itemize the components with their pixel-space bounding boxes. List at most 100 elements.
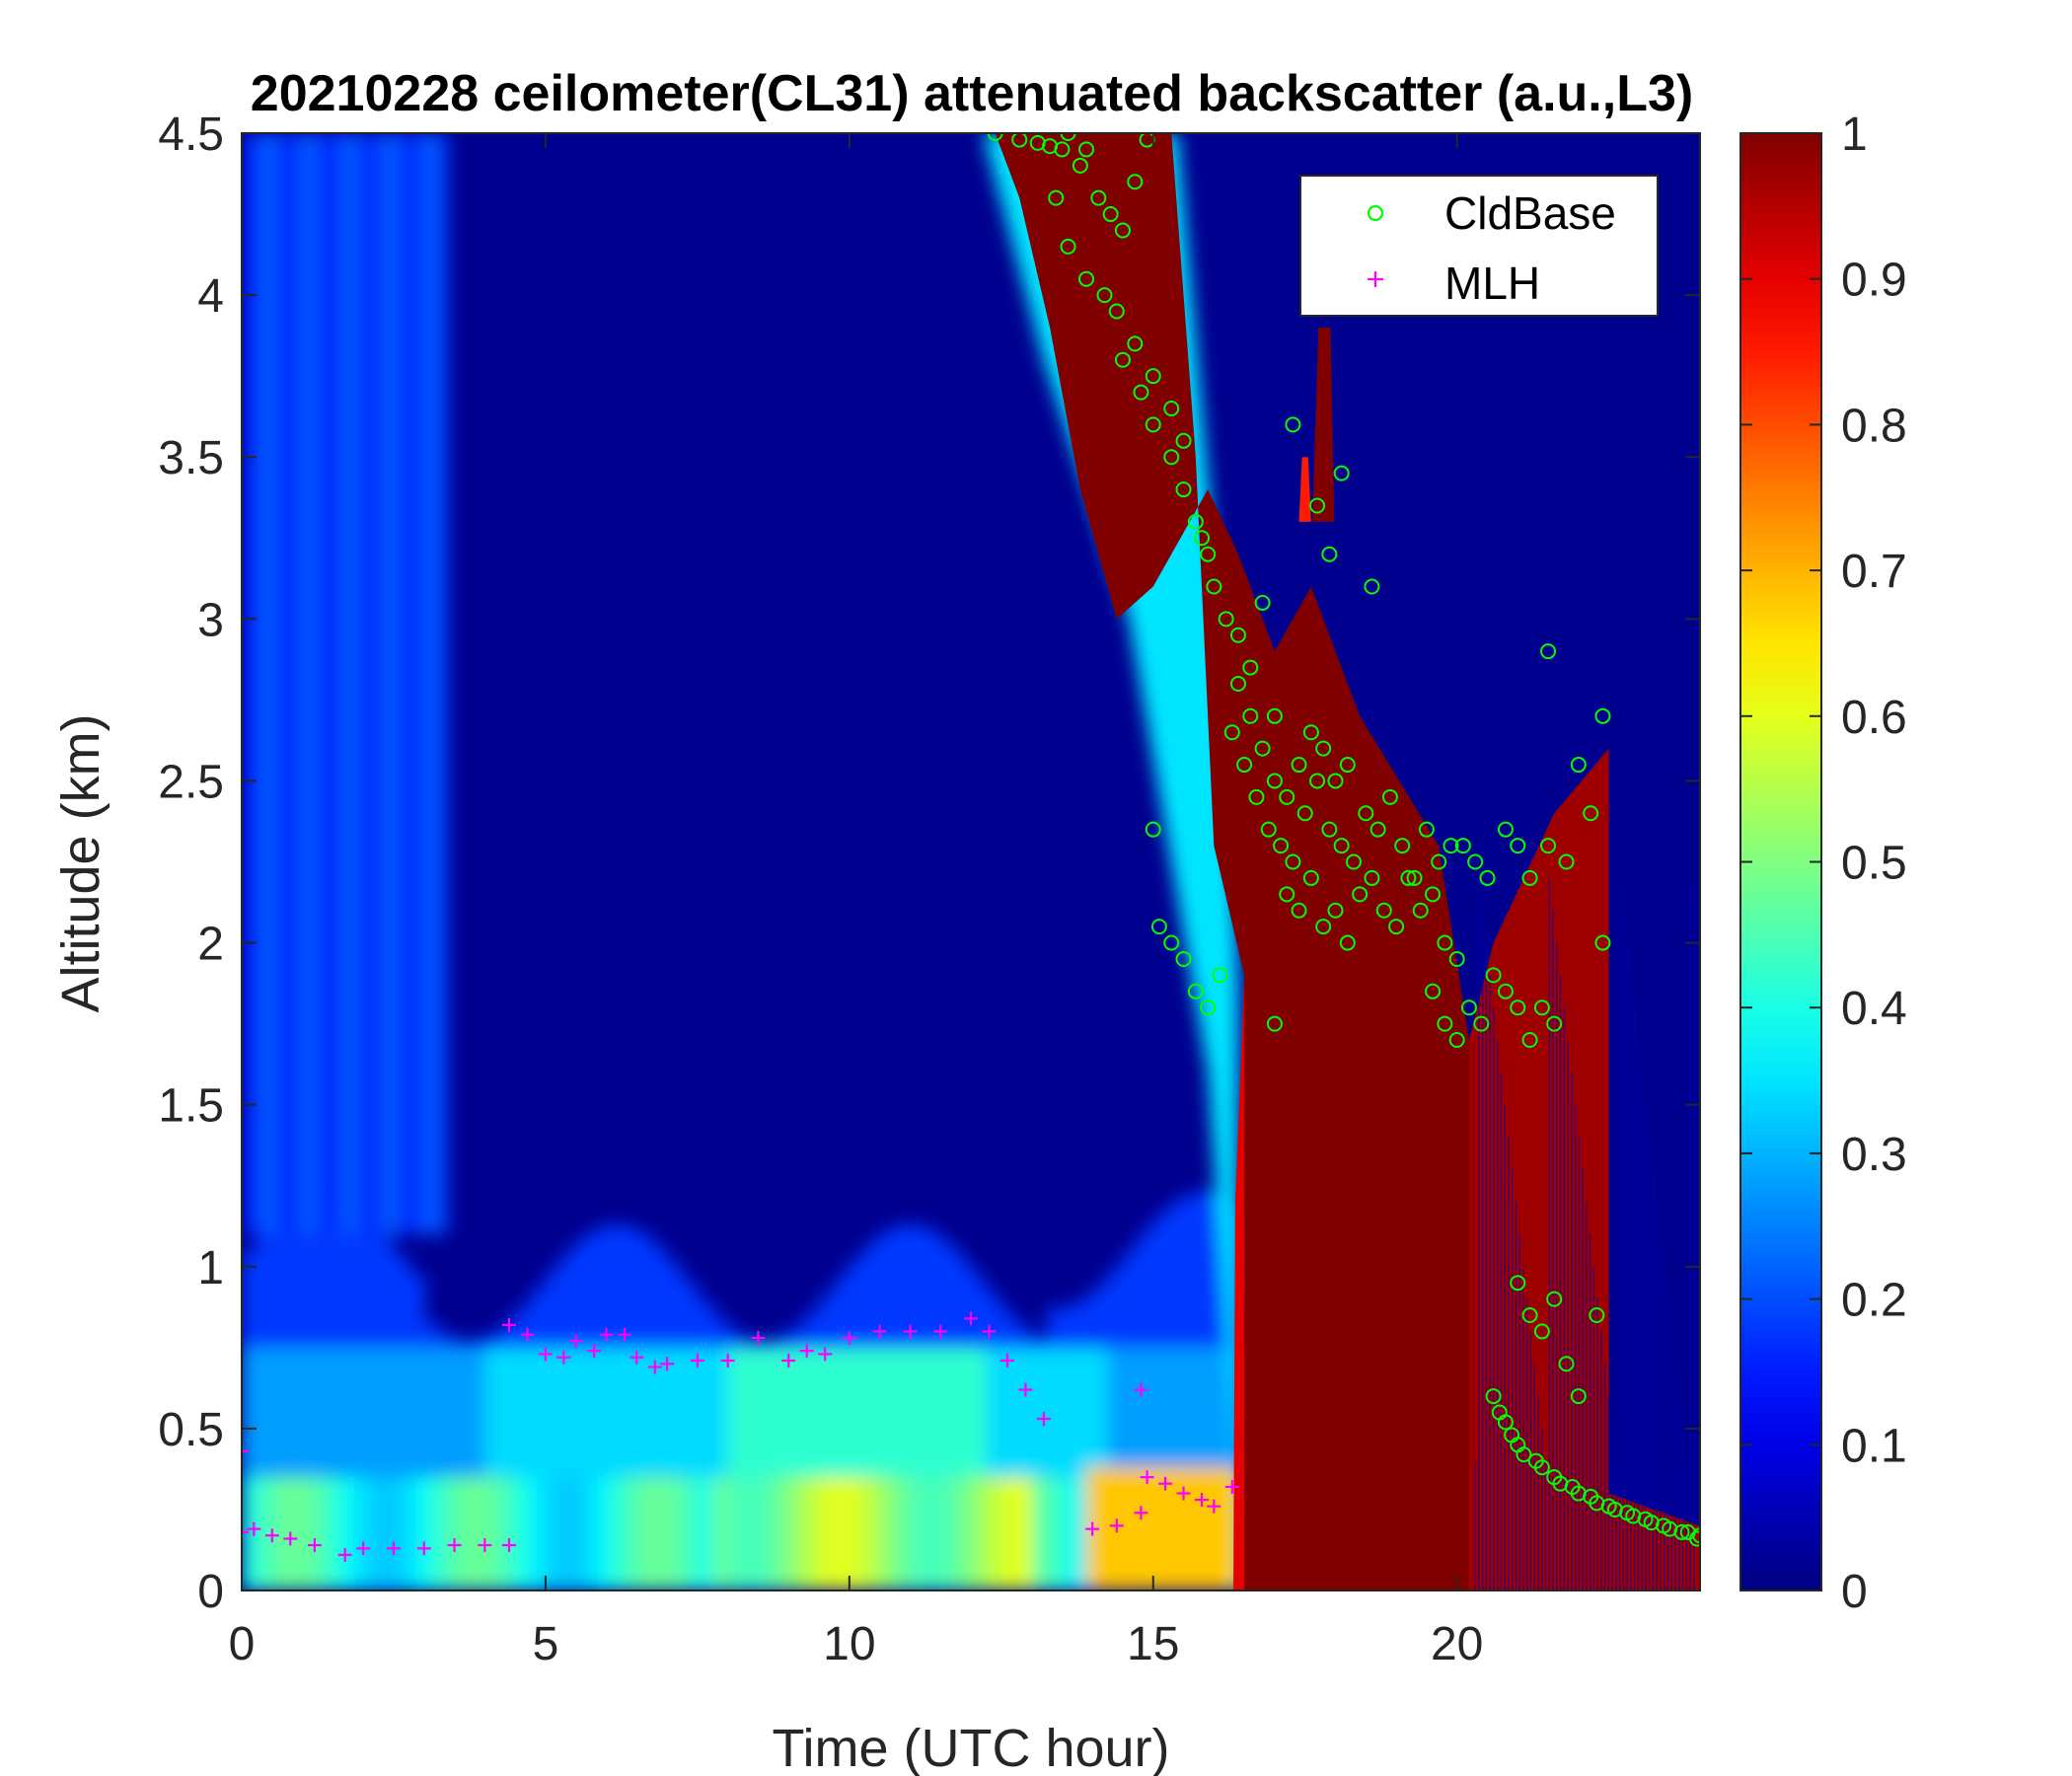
cldbase-point: [1692, 1527, 1700, 1544]
mlh-point: [647, 1360, 662, 1374]
field-cell: [651, 1247, 669, 1348]
cldbase-point: [1127, 174, 1144, 190]
field-cell: [849, 1347, 866, 1478]
field-cell: [940, 1347, 957, 1478]
field-cell: [400, 133, 412, 1234]
field-cell: [484, 1347, 501, 1478]
cldbase-point: [1364, 869, 1380, 886]
cldbase-point: [1546, 1015, 1563, 1032]
cldbase-point: [1048, 189, 1065, 206]
colorbar-tick-label: 0.1: [1841, 1420, 1907, 1472]
field-cell: [1122, 1250, 1140, 1348]
field-cell: [469, 1477, 486, 1591]
colorbar-gradient: [1739, 132, 1822, 1591]
cldbase-point: [1327, 773, 1344, 789]
colorbar-tick-label: 0.8: [1841, 400, 1907, 452]
cldbase-point: [1443, 838, 1459, 854]
cldbase-point: [1527, 1452, 1544, 1469]
field-cell: [454, 1340, 471, 1348]
colorbar-tick-label: 0.9: [1841, 255, 1907, 307]
field-cell: [971, 1477, 988, 1591]
field-cell: [1152, 1347, 1170, 1478]
cldbase-point: [1589, 1307, 1605, 1324]
field-cell: [758, 1341, 775, 1348]
field-cell: [378, 1347, 395, 1478]
field-cell: [895, 1477, 912, 1591]
cldbase-point: [1218, 611, 1234, 628]
field-cell: [1000, 1312, 1018, 1348]
field-cell: [819, 1477, 836, 1591]
legend-mlh-marker: [1368, 271, 1383, 287]
field-cell: [925, 1347, 942, 1478]
field-cell: [545, 1477, 562, 1591]
cldbase-point: [1673, 1523, 1690, 1540]
field-cell: [667, 1347, 684, 1478]
cloud-body: [1233, 975, 1245, 1591]
cldbase-point: [1358, 805, 1374, 822]
x-tick-label: 10: [823, 1618, 875, 1670]
field-cell: [1138, 1347, 1154, 1478]
field-cell: [347, 1477, 365, 1591]
field-cell: [257, 1347, 273, 1478]
field-cell: [423, 133, 437, 1234]
field-cell: [1152, 1215, 1170, 1348]
y-tick-label: 0.5: [158, 1404, 224, 1456]
mlh-point: [1195, 1493, 1210, 1508]
field-cell: [1138, 1231, 1154, 1348]
field-cell: [682, 1477, 699, 1591]
field-cell: [1046, 1347, 1064, 1478]
legend-box: [1299, 175, 1659, 317]
field-cell: [834, 1347, 851, 1478]
mlh-point: [1140, 1470, 1154, 1485]
field-cell: [271, 1347, 289, 1478]
field-cell: [895, 1347, 912, 1478]
field-cell: [849, 1258, 866, 1348]
cldbase-point: [1369, 821, 1386, 838]
field-cell: [955, 1258, 972, 1348]
cldbase-point: [1394, 838, 1411, 854]
field-cell: [317, 1347, 334, 1478]
field-cell: [1168, 1202, 1185, 1348]
field-cell: [1031, 1337, 1048, 1348]
cldbase-point: [1102, 206, 1119, 223]
cldbase-point: [1583, 805, 1599, 822]
cldbase-point: [1460, 999, 1477, 1016]
cldbase-point: [1223, 724, 1240, 741]
mlh-point: [842, 1330, 856, 1345]
field-cell: [925, 1231, 942, 1348]
field-cell: [314, 133, 328, 1234]
field-cell: [560, 1252, 577, 1348]
cldbase-point: [1212, 967, 1228, 984]
field-cell: [682, 1283, 699, 1348]
cloud-body: [1298, 457, 1311, 522]
mlh-point: [242, 1524, 249, 1539]
field-cell: [773, 1337, 790, 1348]
colorbar-tick-label: 0.7: [1841, 546, 1907, 598]
field-cell: [1198, 1192, 1216, 1348]
field-cell: [803, 1347, 821, 1478]
cldbase-point: [1339, 934, 1356, 951]
legend-cldbase-label: CldBase: [1444, 187, 1616, 239]
cldbase-point: [1315, 740, 1332, 757]
cldbase-point: [1291, 757, 1307, 774]
field-cell: [484, 1477, 501, 1591]
cldbase-point: [1266, 707, 1283, 724]
mlh-point: [720, 1353, 735, 1368]
field-cell: [454, 1347, 471, 1478]
field-cell: [560, 1477, 577, 1591]
mlh-point: [1085, 1521, 1100, 1536]
mlh-point: [617, 1327, 631, 1342]
cldbase-point: [1381, 788, 1398, 805]
field-cell: [387, 133, 401, 1234]
field-cell: [469, 1340, 486, 1348]
mlh-point: [242, 1443, 249, 1458]
field-cell: [834, 1276, 851, 1348]
chart-title: 20210228 ceilometer(CL31) attenuated bac…: [251, 65, 1693, 122]
cldbase-point: [1333, 838, 1350, 854]
field-cell: [302, 1347, 319, 1478]
cldbase-point: [1194, 530, 1211, 547]
cloud-streaks: [995, 133, 1700, 1591]
cldbase-point: [1236, 757, 1253, 774]
field-cell: [454, 1477, 471, 1591]
field-cell: [333, 1347, 349, 1478]
